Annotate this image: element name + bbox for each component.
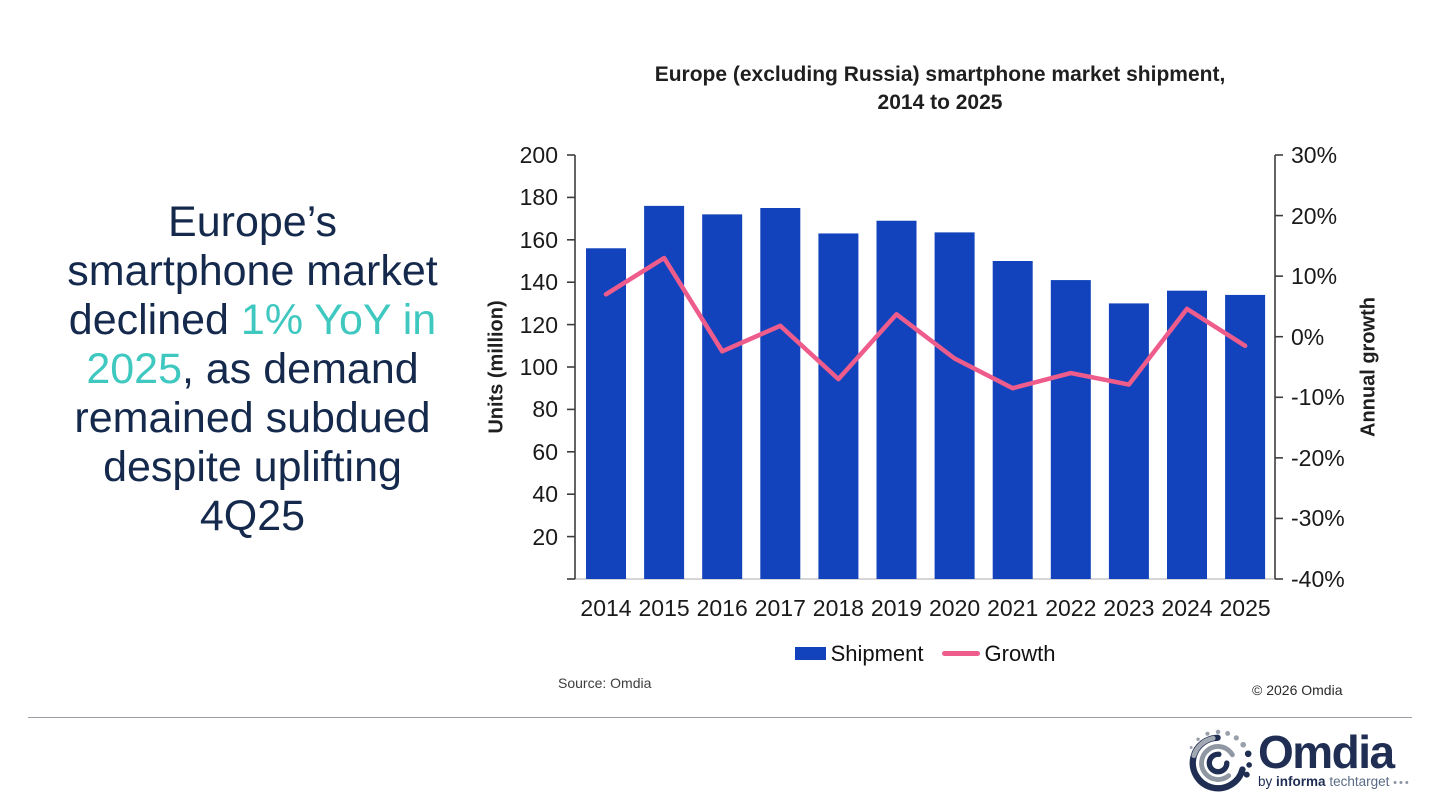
headline-line: smartphone market (20, 247, 485, 296)
logo-sub-informa: informa (1276, 774, 1326, 789)
omdia-logo-wordmark: Omdia (1258, 726, 1395, 778)
growth-line (603, 255, 1248, 391)
y-left-tick-label: 140 (519, 269, 558, 296)
x-tick-label: 2023 (1103, 595, 1155, 621)
omdia-logo: Omdia by informa techtarget ••• (1186, 729, 1411, 797)
shipment-bar (1108, 303, 1149, 579)
shipment-bar (934, 232, 975, 579)
y-right-tick-label: -10% (1291, 384, 1345, 411)
headline-text: despite uplifting (103, 443, 402, 491)
logo-sub-techtarget: techtarget (1329, 774, 1390, 789)
y-left-tick-label: 100 (519, 354, 558, 380)
copyright-note: © 2026 Omdia (1252, 682, 1343, 698)
headline-highlight: 2025 (86, 345, 182, 393)
growth-swatch-icon (941, 651, 980, 656)
source-note: Source: Omdia (558, 675, 652, 691)
headline-text: declined (68, 296, 241, 344)
chart-title-line1: Europe (excluding Russia) smartphone mar… (654, 63, 1226, 86)
headline-line: declined 1% YoY in (20, 296, 485, 345)
omdia-logo-subtext: by informa techtarget ••• (1258, 774, 1411, 789)
legend-item-growth: Growth (941, 640, 1056, 667)
ellipsis-dots-icon: ••• (1393, 777, 1411, 789)
x-tick-label: 2016 (696, 595, 748, 621)
headline-line: 2025, as demand (20, 345, 485, 394)
y-right-tick-label: -20% (1291, 444, 1345, 471)
y-left-tick-label: 200 (519, 142, 558, 168)
shipment-bar (1050, 280, 1091, 579)
x-tick-label: 2014 (580, 595, 632, 621)
headline-line: 4Q25 (20, 492, 485, 541)
x-tick-label: 2018 (812, 595, 864, 621)
headline-line: remained subdued (20, 394, 485, 443)
y-left-tick-label: 80 (532, 396, 558, 423)
y-right-tick-label: -40% (1291, 566, 1345, 592)
x-tick-label: 2017 (754, 595, 806, 621)
chart-title: Europe (excluding Russia) smartphone mar… (490, 61, 1390, 117)
headline-text: , as demand (182, 345, 419, 393)
footer-divider (28, 717, 1412, 718)
shipment-bar (992, 261, 1033, 579)
y-right-tick-label: -30% (1291, 505, 1345, 532)
headline-line: Europe’s (20, 198, 485, 247)
x-tick-label: 2022 (1045, 595, 1097, 621)
headline: Europe’s smartphone market declined 1% YoY… (20, 198, 485, 541)
x-tick-label: 2019 (870, 595, 923, 621)
x-tick-label: 2015 (638, 595, 690, 621)
shipment-bar (702, 214, 743, 580)
y-left-tick-label: 20 (532, 523, 558, 550)
shipment-bar (760, 208, 801, 579)
legend-label-shipment: Shipment (830, 640, 924, 666)
x-tick-label: 2020 (929, 595, 981, 621)
headline-highlight: 1% YoY in (240, 296, 437, 344)
omdia-logo-text: Omdia by informa techtarget ••• (1258, 726, 1411, 789)
omdia-logo-mark-icon (1189, 729, 1252, 792)
shipment-swatch-icon (794, 647, 826, 660)
legend-label-growth: Growth (984, 640, 1056, 666)
shipment-bar (586, 248, 626, 579)
shipment-bar (1167, 290, 1207, 579)
y-right-tick-label: 20% (1291, 202, 1338, 229)
y-right-tick-label: 30% (1291, 142, 1338, 168)
headline-line: despite uplifting (20, 443, 485, 492)
y-right-tick-label: 0% (1291, 323, 1325, 350)
y-left-tick-label: 40 (532, 481, 558, 508)
y-left-tick-label: 60 (532, 438, 558, 465)
shipment-bar (876, 220, 917, 579)
y-left-tick-label: 180 (519, 184, 558, 211)
logo-sub-by: by (1258, 774, 1273, 789)
y-left-tick-label: 120 (519, 311, 558, 338)
x-tick-label: 2021 (987, 595, 1039, 621)
legend-item-shipment: Shipment (794, 640, 924, 667)
shipment-bar (1225, 294, 1266, 579)
chart-title-line2: 2014 to 2025 (877, 91, 1003, 114)
y-right-tick-label: 10% (1291, 263, 1338, 290)
headline-text: remained subdued (74, 394, 431, 442)
chart-legend: Shipment Growth (575, 640, 1275, 667)
headline-text: smartphone market (67, 247, 438, 295)
headline-text: 4Q25 (199, 492, 306, 540)
shipment-bar (818, 233, 859, 579)
x-tick-label: 2024 (1161, 595, 1213, 621)
x-tick-label: 2025 (1219, 595, 1271, 621)
headline-text: Europe’s (168, 198, 337, 246)
y-left-tick-label: 160 (519, 226, 558, 253)
